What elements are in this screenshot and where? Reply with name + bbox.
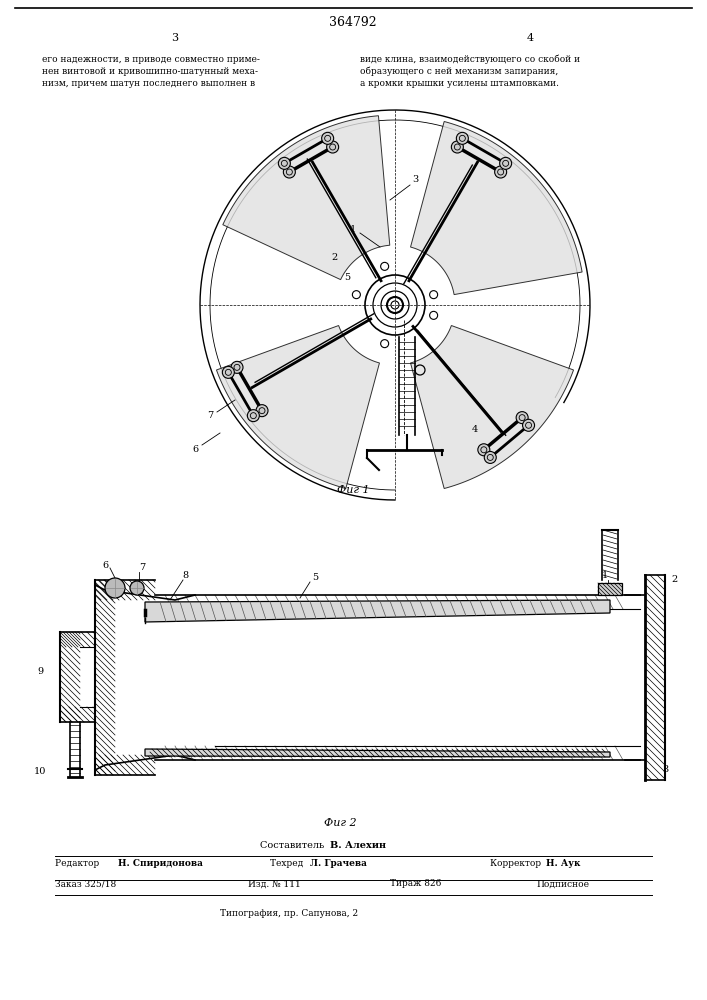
- Circle shape: [478, 444, 490, 456]
- Text: Фиг 1: Фиг 1: [337, 485, 369, 495]
- Text: 3: 3: [171, 33, 179, 43]
- Circle shape: [322, 132, 334, 144]
- Circle shape: [495, 166, 507, 178]
- Text: Техред: Техред: [270, 859, 306, 868]
- Text: В. Алехин: В. Алехин: [330, 840, 386, 850]
- Text: образующего с ней механизм запирания,: образующего с ней механизм запирания,: [360, 67, 559, 77]
- Text: Редактор: Редактор: [55, 859, 102, 868]
- Circle shape: [327, 141, 339, 153]
- Circle shape: [500, 157, 512, 169]
- Polygon shape: [145, 600, 610, 622]
- Text: 9: 9: [37, 668, 43, 676]
- Text: 6: 6: [102, 560, 108, 570]
- Text: его надежности, в приводе совместно приме-: его надежности, в приводе совместно прим…: [42, 55, 260, 64]
- Text: виде клина, взаимодействующего со скобой и: виде клина, взаимодействующего со скобой…: [360, 55, 580, 64]
- Text: Н. Аук: Н. Аук: [546, 859, 580, 868]
- Circle shape: [484, 451, 496, 463]
- Text: а кромки крышки усилены штамповками.: а кромки крышки усилены штамповками.: [360, 79, 559, 88]
- Text: Изд. № 111: Изд. № 111: [248, 880, 300, 888]
- Circle shape: [451, 141, 463, 153]
- Text: 2: 2: [672, 576, 678, 584]
- Text: 4: 4: [527, 33, 534, 43]
- Circle shape: [279, 157, 291, 169]
- Polygon shape: [411, 121, 582, 295]
- Text: 5: 5: [312, 572, 318, 582]
- Text: Корректор: Корректор: [490, 859, 544, 868]
- Text: 8: 8: [182, 570, 188, 580]
- Text: Составитель: Составитель: [260, 840, 327, 850]
- Text: 7: 7: [139, 564, 145, 572]
- Text: 10: 10: [34, 768, 46, 776]
- Bar: [598, 583, 622, 595]
- Circle shape: [105, 578, 125, 598]
- Text: Подписное: Подписное: [536, 880, 589, 888]
- Polygon shape: [216, 326, 380, 489]
- Polygon shape: [223, 116, 390, 280]
- Text: 6: 6: [192, 446, 198, 454]
- Text: 1: 1: [350, 226, 356, 234]
- Circle shape: [222, 366, 234, 378]
- Polygon shape: [411, 326, 573, 489]
- Circle shape: [284, 166, 296, 178]
- Text: 3: 3: [662, 766, 668, 774]
- Circle shape: [130, 581, 144, 595]
- Text: Тираж 826: Тираж 826: [390, 880, 441, 888]
- Text: 3: 3: [412, 176, 418, 184]
- Circle shape: [522, 419, 534, 431]
- Text: 4: 4: [472, 426, 478, 434]
- Polygon shape: [145, 749, 610, 757]
- Circle shape: [247, 410, 259, 422]
- Text: 1: 1: [602, 570, 608, 580]
- Text: 7: 7: [207, 410, 213, 420]
- Text: Н. Спиридонова: Н. Спиридонова: [118, 859, 203, 868]
- Circle shape: [231, 361, 243, 373]
- Text: 2: 2: [332, 252, 338, 261]
- Circle shape: [456, 132, 468, 144]
- Text: 5: 5: [344, 272, 350, 282]
- Text: Фиг 2: Фиг 2: [324, 818, 356, 828]
- Text: 364792: 364792: [329, 15, 377, 28]
- Circle shape: [516, 412, 528, 424]
- Text: низм, причем шатун последнего выполнен в: низм, причем шатун последнего выполнен в: [42, 79, 255, 88]
- Text: Заказ 325/18: Заказ 325/18: [55, 880, 116, 888]
- Text: Типография, пр. Сапунова, 2: Типография, пр. Сапунова, 2: [220, 908, 358, 918]
- Circle shape: [256, 405, 268, 417]
- Text: нен винтовой и кривошипно-шатунный меха-: нен винтовой и кривошипно-шатунный меха-: [42, 67, 258, 76]
- Text: Л. Грачева: Л. Грачева: [310, 859, 367, 868]
